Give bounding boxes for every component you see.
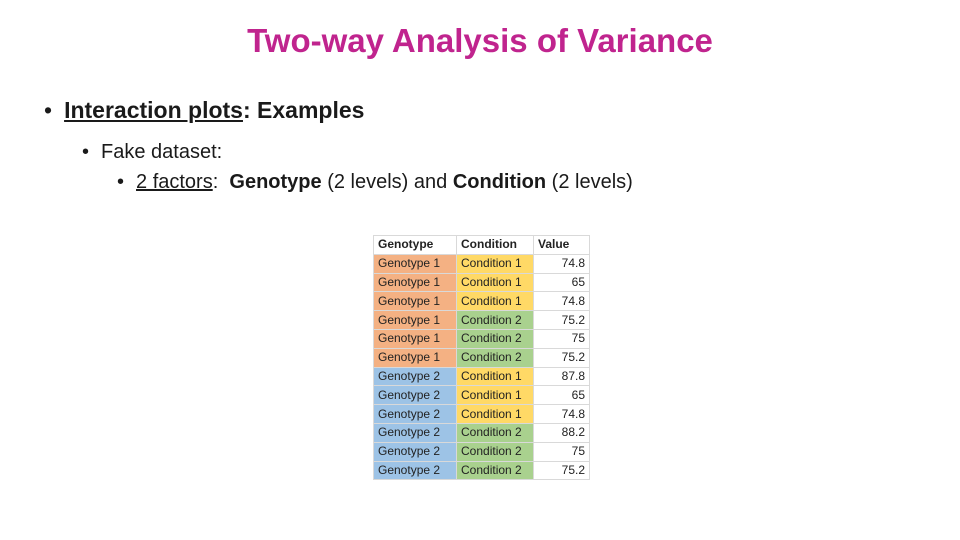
factor-genotype-levels: (2 levels) and bbox=[321, 171, 453, 193]
cell-genotype: Genotype 2 bbox=[373, 366, 457, 387]
cell-genotype: Genotype 1 bbox=[373, 347, 457, 368]
table-row: Genotype 1 Condition 2 75.2 bbox=[373, 347, 590, 368]
table-row: Genotype 2 Condition 1 87.8 bbox=[373, 366, 590, 387]
cell-value: 75 bbox=[533, 328, 590, 349]
cell-genotype: Genotype 1 bbox=[373, 253, 457, 274]
cell-genotype: Genotype 1 bbox=[373, 291, 457, 312]
cell-value: 65 bbox=[533, 272, 590, 293]
cell-genotype: Genotype 1 bbox=[373, 272, 457, 293]
table-row: Genotype 1 Condition 1 74.8 bbox=[373, 291, 590, 312]
bullet-fake-dataset: • Fake dataset: bbox=[82, 141, 222, 164]
factor-genotype: Genotype bbox=[229, 171, 322, 193]
factors-separator: : bbox=[212, 171, 230, 193]
factors-term: 2 factors bbox=[136, 171, 213, 193]
cell-value: 74.8 bbox=[533, 404, 590, 424]
dataset-table: Genotype Condition Value Genotype 1 Condi… bbox=[373, 235, 590, 481]
table-header-row: Genotype Condition Value bbox=[373, 235, 590, 255]
cell-value: 88.2 bbox=[533, 422, 590, 443]
cell-genotype: Genotype 2 bbox=[373, 422, 457, 443]
cell-genotype: Genotype 2 bbox=[373, 404, 457, 424]
table-row: Genotype 2 Condition 2 75 bbox=[373, 441, 590, 462]
interaction-plots-term: Interaction plots bbox=[64, 97, 243, 123]
bullet-interaction-plots: • Interaction plots: Examples bbox=[44, 97, 364, 124]
factor-condition: Condition bbox=[452, 171, 547, 193]
bullet-dot: • bbox=[44, 97, 53, 123]
table-row: Genotype 1 Condition 1 65 bbox=[373, 272, 590, 293]
cell-genotype: Genotype 2 bbox=[373, 441, 457, 462]
examples-text: : Examples bbox=[242, 97, 365, 123]
table-body: Genotype 1 Condition 1 74.8 Genotype 1 Condi… bbox=[373, 253, 590, 481]
table-row: Genotype 2 Condition 2 75.2 bbox=[373, 460, 590, 481]
cell-condition: Condition 2 bbox=[456, 328, 534, 349]
bullet-dot: • bbox=[117, 171, 125, 193]
cell-value: 74.8 bbox=[533, 253, 590, 274]
header-condition: Condition bbox=[456, 235, 534, 255]
table-row: Genotype 1 Condition 2 75.2 bbox=[373, 310, 590, 330]
cell-value: 75.2 bbox=[533, 347, 590, 368]
header-genotype: Genotype bbox=[373, 235, 457, 255]
table-row: Genotype 1 Condition 2 75 bbox=[373, 328, 590, 349]
cell-condition: Condition 2 bbox=[456, 347, 534, 368]
cell-condition: Condition 2 bbox=[456, 460, 534, 481]
fake-dataset-text: Fake dataset: bbox=[101, 141, 223, 163]
table-row: Genotype 2 Condition 2 88.2 bbox=[373, 422, 590, 443]
cell-condition: Condition 2 bbox=[456, 422, 534, 443]
bullet-factors: • 2 factors: Genotype (2 levels) and Cond… bbox=[117, 171, 633, 194]
cell-value: 74.8 bbox=[533, 291, 590, 312]
cell-genotype: Genotype 2 bbox=[373, 385, 457, 406]
cell-value: 75 bbox=[533, 441, 590, 462]
cell-condition: Condition 1 bbox=[456, 404, 534, 424]
cell-value: 75.2 bbox=[533, 460, 590, 481]
cell-condition: Condition 1 bbox=[456, 272, 534, 293]
cell-genotype: Genotype 1 bbox=[373, 328, 457, 349]
cell-value: 87.8 bbox=[533, 366, 590, 387]
slide-title: Two-way Analysis of Variance bbox=[247, 22, 713, 59]
bullet-dot: • bbox=[82, 141, 90, 163]
cell-condition: Condition 1 bbox=[456, 366, 534, 387]
cell-value: 75.2 bbox=[533, 310, 590, 330]
factor-condition-levels: (2 levels) bbox=[546, 171, 633, 193]
cell-condition: Condition 1 bbox=[456, 253, 534, 274]
cell-condition: Condition 1 bbox=[456, 385, 534, 406]
cell-genotype: Genotype 2 bbox=[373, 460, 457, 481]
cell-condition: Condition 2 bbox=[456, 441, 534, 462]
table-row: Genotype 1 Condition 1 74.8 bbox=[373, 253, 590, 274]
cell-condition: Condition 1 bbox=[456, 291, 534, 312]
header-value: Value bbox=[533, 235, 590, 255]
table-row: Genotype 2 Condition 1 65 bbox=[373, 385, 590, 406]
cell-condition: Condition 2 bbox=[456, 310, 534, 330]
cell-value: 65 bbox=[533, 385, 590, 406]
cell-genotype: Genotype 1 bbox=[373, 310, 457, 330]
table-row: Genotype 2 Condition 1 74.8 bbox=[373, 404, 590, 424]
